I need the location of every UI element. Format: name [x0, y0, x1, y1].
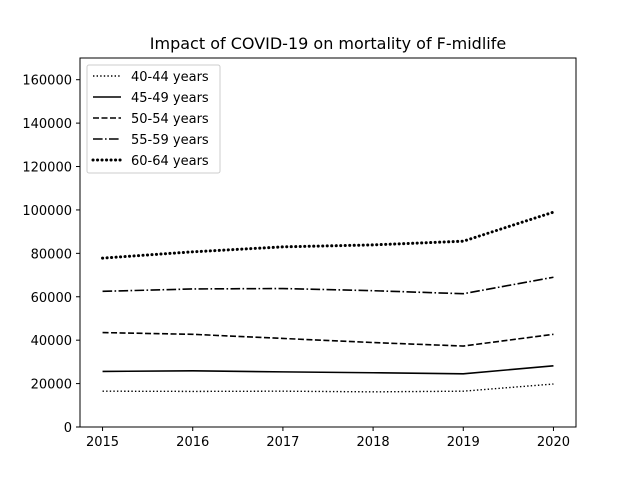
- series-line-60-64-years: [101, 210, 555, 260]
- y-axis: 0 20000 40000 60000 80000 100000 120000 140000 1…: [22, 74, 80, 436]
- series-line-50-54-years: [102, 331, 554, 347]
- y-tick-label: 160000: [22, 74, 72, 89]
- plot-area-frame: [79, 57, 577, 428]
- legend-label: 45-49 years: [131, 91, 209, 106]
- legend-label: 55-59 years: [131, 133, 209, 148]
- legend-label: 40-44 years: [131, 70, 209, 85]
- series-line-55-59-years: [102, 276, 554, 295]
- series-line-45-49-years: [102, 364, 554, 375]
- y-tick-label: 80000: [31, 247, 72, 262]
- legend-label: 50-54 years: [131, 112, 209, 127]
- x-axis: 2015 2016 2017 2018 2019 2020: [86, 427, 570, 450]
- x-tick-label: 2015: [86, 435, 119, 450]
- y-tick-label: 60000: [31, 291, 72, 306]
- x-tick-label: 2019: [447, 435, 480, 450]
- x-tick-label: 2020: [537, 435, 570, 450]
- x-tick-label: 2018: [357, 435, 390, 450]
- y-tick-label: 120000: [22, 161, 72, 176]
- legend-box: [86, 64, 221, 174]
- series-lines: [101, 210, 555, 393]
- legend-label: 60-64 years: [131, 154, 209, 169]
- y-tick-label: 20000: [31, 378, 72, 393]
- y-tick-label: 40000: [31, 334, 72, 349]
- y-tick-label: 100000: [22, 204, 72, 219]
- x-tick-label: 2016: [176, 435, 209, 450]
- x-tick-label: 2017: [266, 435, 299, 450]
- y-tick-label: 140000: [22, 117, 72, 132]
- y-tick-label: 0: [64, 421, 72, 436]
- chart-title: Impact of COVID-19 on mortality of F-mid…: [150, 34, 506, 53]
- series-line-40-44-years: [102, 383, 554, 393]
- legend: 40-44 years 45-49 years 50-54 years 55-59 y…: [86, 64, 221, 174]
